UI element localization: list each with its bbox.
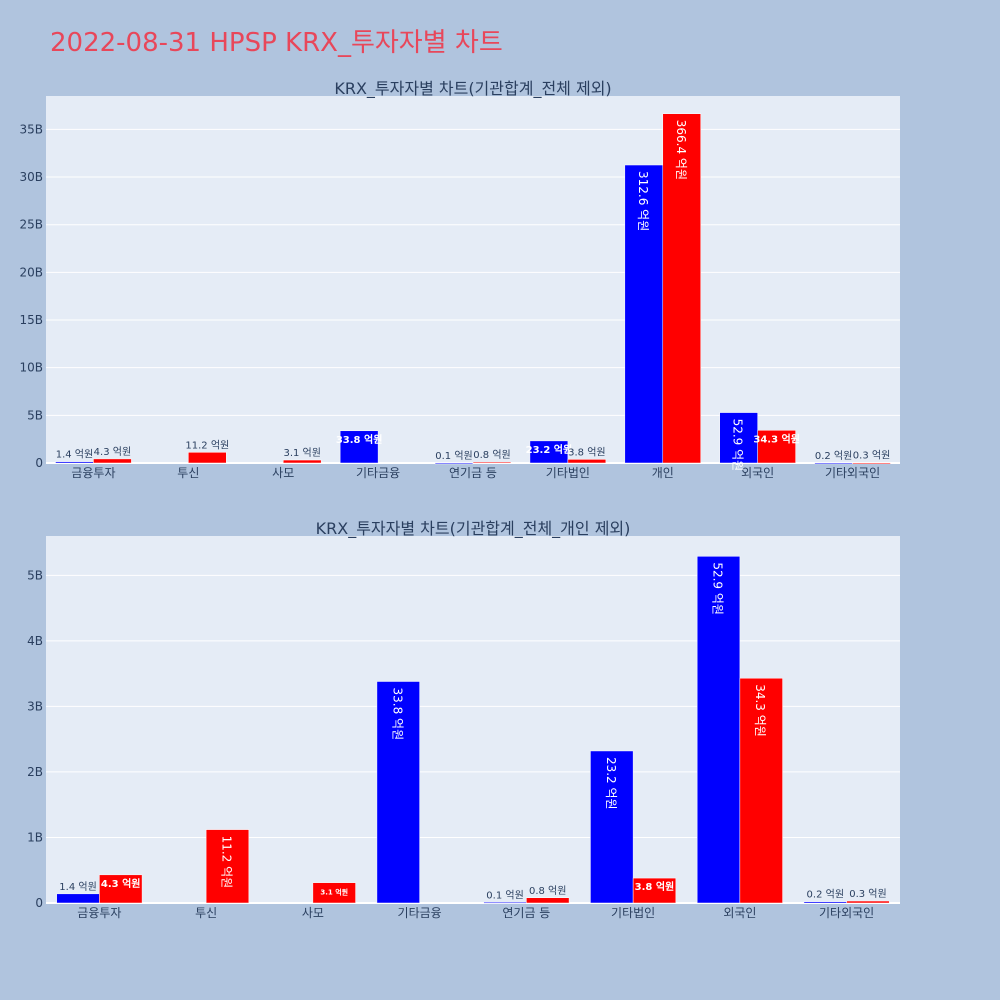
bar <box>852 462 891 464</box>
x-tick-label: 외국인 <box>741 466 774 480</box>
data-label: 1.4 억원 <box>59 881 96 893</box>
bar <box>814 462 853 465</box>
data-label: 34.3 억원 <box>753 684 767 737</box>
x-tick-label: 기타법인 <box>611 906 655 920</box>
x-tick-label: 사모 <box>272 466 294 480</box>
bar <box>472 461 512 464</box>
data-label: 11.2 억원 <box>185 439 229 451</box>
data-label: 52.9 억원 <box>711 562 725 615</box>
data-label: 4.3 억원 <box>101 877 141 890</box>
bar <box>526 897 570 904</box>
data-label: 52.9 억원 <box>731 419 745 472</box>
data-label: 3.8 억원 <box>568 446 605 458</box>
data-label: 33.8 억원 <box>336 433 383 446</box>
data-label: 0.1 억원 <box>486 889 523 901</box>
plot-area <box>46 96 900 463</box>
data-label: 312.6 억원 <box>636 171 650 231</box>
bar <box>282 459 322 464</box>
x-tick-label: 기타외국인 <box>819 906 874 920</box>
bar <box>55 461 94 464</box>
data-label: 0.2 억원 <box>807 889 844 901</box>
x-tick-label: 외국인 <box>723 906 756 920</box>
y-tick-label: 2B <box>27 765 43 779</box>
bar <box>312 882 356 904</box>
y-tick-label: 0 <box>35 456 43 470</box>
bar <box>757 430 796 464</box>
x-tick-label: 투신 <box>177 466 199 480</box>
y-tick-label: 5B <box>27 568 43 582</box>
data-label: 3.1 억원 <box>320 888 348 897</box>
chart-bottom: KRX_투자자별 차트(기관합계_전체_개인 제외) 0 1B 2B 3B 4B 5B 금융투… <box>27 519 900 920</box>
bar <box>339 430 379 464</box>
x-tick-label: 개인 <box>652 466 674 480</box>
x-tick-label: 금융투자 <box>77 906 121 920</box>
page-title: 2022-08-31 HPSP KRX_투자자별 차트 <box>50 28 503 58</box>
y-tick-label: 30B <box>19 170 43 184</box>
y-tick-label: 0 <box>35 896 43 910</box>
bar <box>696 556 741 904</box>
y-tick-label: 3B <box>27 699 43 713</box>
data-label: 23.2 억원 <box>526 443 573 456</box>
x-tick-label: 금융투자 <box>71 466 115 480</box>
y-tick-label: 10B <box>19 361 43 375</box>
y-tick-label: 25B <box>19 218 43 232</box>
data-label: 34.3 억원 <box>753 432 800 445</box>
bar <box>632 877 677 904</box>
data-label: 3.8 억원 <box>635 880 675 893</box>
x-tick-label: 연기금 등 <box>502 906 550 920</box>
data-label: 0.1 억원 <box>435 450 472 462</box>
data-label: 0.3 억원 <box>849 888 886 900</box>
chart-title: KRX_투자자별 차트(기관합계_전체 제외) <box>334 79 611 99</box>
data-label: 33.8 억원 <box>390 687 404 740</box>
x-tick-label: 기타법인 <box>546 466 590 480</box>
bar <box>803 901 847 904</box>
y-tick-label: 15B <box>19 313 43 327</box>
bar <box>483 902 527 904</box>
y-tick-label: 4B <box>27 634 43 648</box>
x-tick-label: 기타금융 <box>398 906 442 920</box>
y-tick-label: 5B <box>27 408 43 422</box>
bar <box>529 440 569 464</box>
x-tick-label: 사모 <box>302 906 324 920</box>
data-label: 3.1 억원 <box>283 447 320 459</box>
y-tick-label: 35B <box>19 122 43 136</box>
bar <box>56 893 100 904</box>
x-tick-label: 투신 <box>195 906 217 920</box>
bar <box>188 452 227 464</box>
bar <box>662 113 701 464</box>
data-label: 0.8 억원 <box>473 449 510 461</box>
bar <box>567 459 607 464</box>
x-tick-label: 기타금융 <box>356 466 400 480</box>
bar <box>376 681 420 904</box>
data-label: 0.3 억원 <box>853 450 890 462</box>
bar <box>205 829 250 904</box>
x-tick-label: 연기금 등 <box>449 466 497 480</box>
data-label: 4.3 억원 <box>94 446 131 458</box>
bar <box>846 900 890 904</box>
bar <box>93 458 132 464</box>
chart-top: KRX_투자자별 차트(기관합계_전체 제외) 0 5B 10B 15B 20B 25B 30… <box>19 79 900 480</box>
bar <box>590 750 634 904</box>
data-label: 11.2 억원 <box>219 836 233 889</box>
data-label: 1.4 억원 <box>56 449 93 461</box>
data-label: 0.2 억원 <box>815 450 852 462</box>
data-label: 0.8 억원 <box>529 885 566 897</box>
y-tick-label: 1B <box>27 830 43 844</box>
data-label: 366.4 억원 <box>674 120 688 180</box>
x-tick-label: 기타외국인 <box>825 466 880 480</box>
bar <box>99 874 143 904</box>
chart-title: KRX_투자자별 차트(기관합계_전체_개인 제외) <box>316 519 631 539</box>
data-label: 23.2 억원 <box>604 757 618 810</box>
bar <box>739 677 783 904</box>
bar <box>434 462 474 465</box>
y-tick-label: 20B <box>19 265 43 279</box>
